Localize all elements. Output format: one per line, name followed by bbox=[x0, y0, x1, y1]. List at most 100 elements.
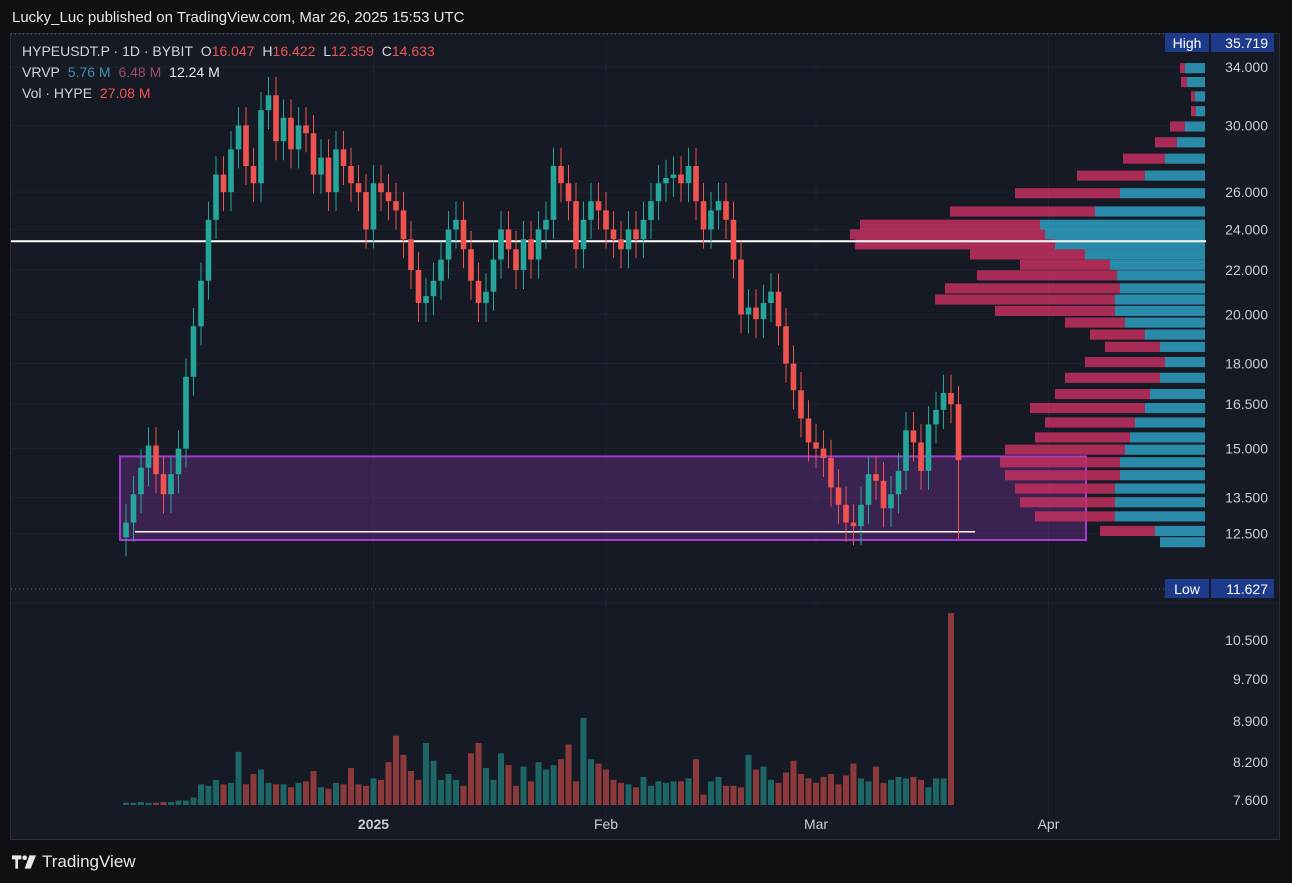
brand-name: TradingView bbox=[42, 852, 136, 871]
volume-bar bbox=[580, 717, 587, 805]
volume-bar bbox=[918, 779, 924, 805]
legend-symbol[interactable]: HYPEUSDT.P · 1D · BYBIT bbox=[22, 43, 193, 59]
legend-vrvp-label[interactable]: VRVP bbox=[22, 64, 60, 80]
vrvp-up-bar bbox=[1150, 388, 1205, 400]
volume-bar bbox=[535, 762, 542, 805]
candle-body bbox=[213, 174, 219, 220]
published-text: Lucky_Luc published on TradingView.com, … bbox=[12, 9, 465, 26]
volume-bar bbox=[670, 781, 677, 805]
vrvp-down-bar bbox=[945, 283, 1120, 294]
candle-body bbox=[348, 165, 354, 184]
volume-bar bbox=[843, 775, 849, 805]
vrvp-down-bar bbox=[1170, 121, 1185, 132]
vrvp-up-bar bbox=[1120, 457, 1205, 468]
candle-body bbox=[318, 157, 324, 175]
candle-body bbox=[235, 125, 242, 150]
candle-body bbox=[858, 504, 864, 527]
tradingview-brand[interactable]: TradingView bbox=[12, 852, 136, 872]
legend-vol-value: 27.08 M bbox=[99, 85, 151, 101]
volume-bar bbox=[805, 778, 812, 805]
volume-bar bbox=[520, 766, 527, 805]
vrvp-up-bar bbox=[1117, 270, 1205, 281]
vrvp-up-bar bbox=[1160, 372, 1205, 383]
candle-body bbox=[265, 95, 272, 111]
candle-body bbox=[190, 326, 197, 377]
vrvp-down-bar bbox=[850, 229, 1045, 240]
candle-body bbox=[475, 280, 482, 303]
low-marker: Low 11.627 bbox=[1165, 579, 1274, 598]
legend-c-label: C bbox=[381, 43, 392, 59]
vrvp-up-bar bbox=[1185, 121, 1205, 132]
candle-body bbox=[580, 219, 587, 250]
candle-body bbox=[715, 201, 722, 211]
vrvp-down-bar bbox=[1035, 511, 1115, 522]
volume-bar bbox=[235, 751, 242, 805]
time-tick-label: 2025 bbox=[358, 816, 389, 832]
candle-body bbox=[820, 448, 827, 459]
vrvp-up-bar bbox=[1040, 219, 1205, 230]
volume-bar bbox=[693, 759, 699, 805]
volume-bar bbox=[625, 784, 632, 805]
vrvp-down-bar bbox=[1090, 329, 1145, 340]
candle-body bbox=[768, 291, 774, 303]
price-tick-label: 30.000 bbox=[1225, 117, 1268, 133]
volume-bar bbox=[798, 773, 804, 805]
volume-bar bbox=[550, 765, 557, 805]
vrvp-down-bar bbox=[1181, 76, 1187, 88]
volume-bar bbox=[858, 778, 864, 805]
volume-bar bbox=[213, 779, 219, 805]
candle-body bbox=[625, 229, 632, 250]
tradingview-logo-icon bbox=[12, 855, 36, 869]
volume-bar bbox=[910, 776, 917, 805]
vrvp-up-bar bbox=[1196, 106, 1205, 117]
candle-body bbox=[273, 95, 279, 142]
candle-body bbox=[513, 249, 519, 271]
candle-body bbox=[453, 219, 459, 230]
volume-bar bbox=[678, 781, 684, 805]
vrvp-down-bar bbox=[1065, 317, 1125, 328]
volume-bar bbox=[633, 787, 639, 805]
volume-bar bbox=[400, 754, 407, 805]
candle-body bbox=[783, 326, 789, 364]
candle-body bbox=[903, 430, 909, 471]
volume-bar bbox=[370, 778, 377, 805]
candle-body bbox=[693, 165, 699, 202]
candle-body bbox=[393, 201, 399, 211]
candle-body bbox=[738, 259, 744, 315]
low-marker-value-bg bbox=[1211, 579, 1274, 598]
volume-bar bbox=[198, 784, 204, 805]
volume-bar bbox=[378, 779, 384, 805]
volume-bar bbox=[273, 784, 279, 805]
volume-bar bbox=[340, 784, 347, 805]
legend-vol-label[interactable]: Vol · HYPE bbox=[22, 85, 93, 101]
vrvp-down-bar bbox=[1015, 483, 1115, 494]
volume-bar bbox=[475, 742, 482, 805]
volume-bar bbox=[528, 781, 534, 805]
vrvp-down-bar bbox=[1180, 63, 1185, 74]
candle-body bbox=[610, 229, 617, 240]
vrvp-down-bar bbox=[1123, 153, 1165, 164]
candle-body bbox=[805, 418, 812, 443]
vrvp-down-bar bbox=[1077, 170, 1145, 181]
candle-body bbox=[888, 494, 894, 509]
candle-body bbox=[865, 474, 872, 505]
vrvp-up-bar bbox=[1115, 294, 1205, 305]
volume-bar bbox=[303, 781, 309, 805]
volume-bar bbox=[498, 753, 504, 805]
candle-body bbox=[775, 291, 782, 327]
volume-bar bbox=[573, 781, 579, 805]
volume-bar bbox=[130, 802, 137, 805]
candle-body bbox=[378, 183, 384, 193]
volume-bar bbox=[190, 797, 197, 805]
candle-body bbox=[183, 376, 189, 449]
vrvp-up-bar bbox=[1120, 188, 1205, 199]
candle-body bbox=[288, 117, 294, 150]
candle-body bbox=[280, 117, 287, 142]
price-tick-label: 16.500 bbox=[1225, 396, 1268, 412]
legend-l-value: 12.359 bbox=[331, 43, 374, 59]
price-tick-label: 13.500 bbox=[1225, 490, 1268, 506]
candle-body bbox=[730, 219, 737, 260]
vrvp-down-bar bbox=[1191, 91, 1195, 102]
volume-bar bbox=[790, 760, 797, 805]
